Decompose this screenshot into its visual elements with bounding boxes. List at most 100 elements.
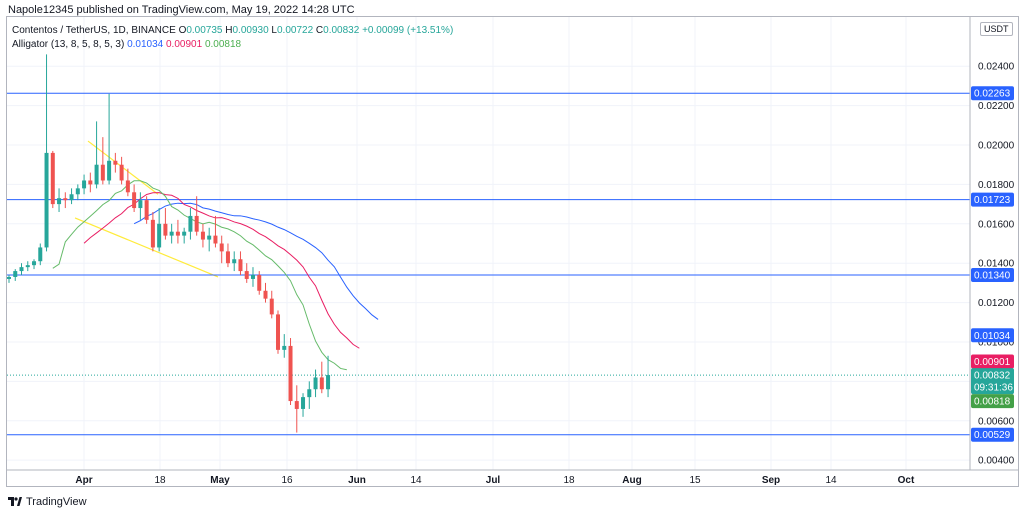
candle-body	[250, 275, 255, 279]
time-tick-label: 14	[825, 475, 837, 486]
level-price-label: 0.02263	[974, 89, 1011, 100]
candle-body	[25, 265, 30, 268]
time-tick-label: Apr	[75, 475, 92, 486]
ohlc-key: H	[222, 25, 233, 36]
candle-body	[150, 219, 155, 248]
chart-legend: Contentos / TetherUS, 1D, BINANCE O0.007…	[12, 24, 453, 52]
candle-body	[188, 215, 193, 232]
alligator-teeth-line	[83, 192, 360, 349]
ohlc-values: O0.00735 H0.00930 L0.00722 C0.00832	[179, 25, 360, 36]
candle-body	[238, 259, 243, 272]
currency-badge[interactable]: USDT	[980, 22, 1013, 36]
ohlc-key: O	[178, 25, 187, 36]
time-tick-label: Jun	[348, 475, 366, 486]
gridlines	[7, 17, 970, 470]
ohlc-key: L	[268, 25, 277, 36]
candle-body	[282, 345, 287, 350]
alligator-jaw-line	[133, 202, 379, 320]
candle-body	[194, 215, 199, 232]
candle-body	[7, 276, 11, 279]
candle-body	[200, 231, 205, 240]
countdown-label: 09:31:36	[974, 383, 1013, 394]
candle-body	[175, 231, 180, 236]
candle-body	[88, 180, 93, 185]
ohlc-key: C	[313, 25, 324, 36]
candle-body	[219, 243, 224, 252]
candle-body	[138, 200, 143, 209]
time-tick-label: 18	[563, 475, 575, 486]
wedge-lower-line	[74, 217, 219, 278]
level-price-label: 0.00529	[974, 430, 1011, 441]
candles	[7, 54, 331, 433]
price-tick-label: 0.01400	[978, 259, 1015, 270]
symbol-name[interactable]: Contentos / TetherUS, 1D, BINANCE	[12, 25, 176, 36]
candle-body	[307, 389, 312, 398]
candle-body	[13, 271, 18, 277]
candle-body	[57, 198, 62, 205]
candle-body	[225, 251, 230, 264]
lips-price-label: 0.00818	[974, 397, 1011, 408]
candle-body	[213, 235, 218, 244]
teeth-price-label-bg	[971, 354, 1014, 369]
indicator-row: Alligator (13, 8, 5, 8, 5, 3) 0.01034 0.…	[12, 38, 453, 52]
symbol-row: Contentos / TetherUS, 1D, BINANCE O0.007…	[12, 24, 453, 38]
candle-body	[144, 200, 149, 220]
price-tick-label: 0.01000	[978, 337, 1015, 348]
candle-body	[119, 164, 124, 181]
publish-line: Napole12345 published on TradingView.com…	[8, 4, 355, 16]
ohlc-value: 0.00722	[277, 25, 314, 36]
price-tick-label: 0.02400	[978, 62, 1015, 73]
candle-body	[257, 275, 262, 291]
candle-body	[75, 188, 80, 195]
level-price-label: 0.01723	[974, 195, 1011, 206]
candle-body	[301, 397, 306, 409]
alligator-lines	[52, 180, 379, 371]
ohlc-value: 0.00832	[323, 25, 360, 36]
price-tick-label: 0.01600	[978, 219, 1015, 230]
teeth-price-label: 0.00901	[974, 357, 1011, 368]
time-tick-label: Aug	[622, 475, 641, 486]
candle-body	[44, 152, 49, 248]
indicator-name[interactable]: Alligator (13, 8, 5, 8, 5, 3)	[12, 39, 125, 50]
candle-body	[132, 192, 137, 209]
time-tick-label: 14	[410, 475, 422, 486]
time-tick-label: Jul	[486, 475, 501, 486]
candle-body	[69, 194, 74, 201]
price-tick-label: 0.02200	[978, 101, 1015, 112]
time-tick-label: 15	[689, 475, 701, 486]
candle-body	[107, 160, 112, 181]
footer-brand[interactable]: TradingView	[8, 496, 87, 508]
current-price-bg	[971, 368, 1014, 395]
candle-body	[38, 247, 43, 262]
alligator-lips-line	[52, 180, 347, 371]
level-price-label-bg	[971, 427, 1014, 442]
change-value: +0.00099 (+13.51%)	[362, 25, 454, 36]
candle-body	[32, 261, 37, 266]
time-tick-label: Oct	[898, 475, 915, 486]
price-tick-label: 0.00600	[978, 416, 1015, 427]
lips-price-label-bg	[971, 394, 1014, 409]
candle-body	[19, 267, 24, 272]
candle-body	[276, 314, 281, 350]
candle-body	[269, 298, 274, 315]
price-badges: 0.02263 0.01723 0.01340 0.00529 0.01034 0.009…	[971, 86, 1014, 442]
time-tick-label: 18	[154, 475, 166, 486]
level-price-label-bg	[971, 268, 1014, 283]
level-price-label: 0.01340	[974, 271, 1011, 282]
price-tick-label: 0.01200	[978, 298, 1015, 309]
candle-body	[157, 223, 162, 248]
candle-body	[50, 152, 55, 205]
candle-body	[169, 231, 174, 236]
candle-body	[63, 198, 68, 201]
chart-frame	[6, 16, 1019, 487]
level-price-label-bg	[971, 192, 1014, 207]
time-tick-label: Sep	[762, 475, 780, 486]
price-tick-label: 0.02000	[978, 141, 1015, 152]
candle-body	[82, 180, 87, 189]
level-price-label-bg	[971, 86, 1014, 101]
candle-body	[113, 160, 118, 165]
ohlc-value: 0.00735	[186, 25, 223, 36]
candle-body	[182, 231, 187, 236]
horizontal-levels	[7, 92, 970, 436]
